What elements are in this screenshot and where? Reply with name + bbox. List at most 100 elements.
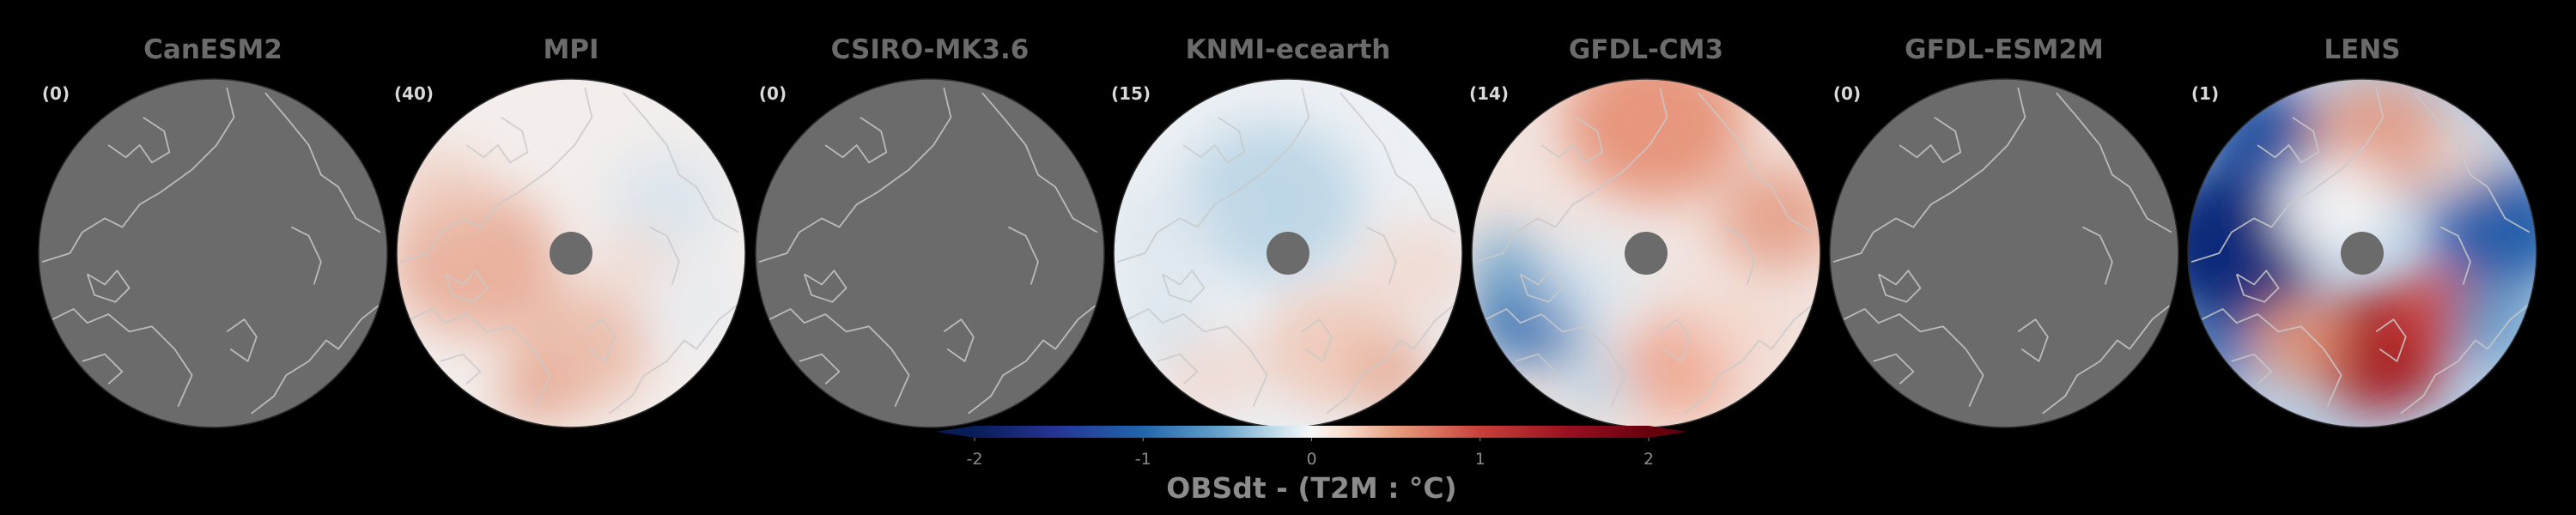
anomaly-field <box>1114 79 1462 427</box>
coastline <box>1474 87 1668 263</box>
coastline <box>1540 116 1604 164</box>
coastline <box>82 353 124 385</box>
ensemble-count-label: (15) <box>1111 83 1151 104</box>
coastlines <box>41 87 381 415</box>
coastline <box>2375 318 2407 362</box>
coastline <box>1157 353 1199 385</box>
coastline <box>1326 305 1455 415</box>
coastline <box>2081 226 2113 285</box>
coastline <box>1301 318 1333 362</box>
coastline <box>1485 308 1626 407</box>
coastline <box>1659 318 1691 362</box>
map-boundary <box>38 78 388 428</box>
coastline <box>86 270 131 303</box>
anomaly-blob <box>2417 122 2499 192</box>
ensemble-count-label: (1) <box>2191 83 2219 104</box>
coastlines <box>1474 87 1814 415</box>
coastline <box>824 116 888 164</box>
coastline <box>465 116 529 164</box>
coastline <box>2235 270 2280 303</box>
coastline <box>2201 308 2342 407</box>
coastline <box>803 270 848 303</box>
coastline <box>1877 270 1922 303</box>
colorbar: -2 -1 0 1 2 OBSdt - (T2M : °C) <box>936 426 1687 505</box>
colorbar-tick-label: -1 <box>1135 450 1151 469</box>
colorbar-extend-high <box>1649 426 1687 438</box>
panel-title: GFDL-ESM2M <box>1905 34 2104 65</box>
map-boundary <box>2187 78 2537 428</box>
no-data-disc <box>39 79 387 427</box>
coastline <box>968 305 1097 415</box>
anomaly-blob <box>1126 288 1206 358</box>
coastline <box>2056 92 2172 233</box>
anomaly-field <box>39 79 387 427</box>
coastline <box>981 92 1098 233</box>
colorbar-tick-label: -2 <box>967 450 983 469</box>
ensemble-count-label: (0) <box>759 83 787 104</box>
coastline <box>2017 318 2049 362</box>
colorbar-tick-label: 1 <box>1475 450 1485 469</box>
coastline <box>226 318 258 362</box>
anomaly-blob <box>1472 227 1547 297</box>
coastline <box>2042 305 2171 415</box>
coastline <box>251 305 380 415</box>
coastline <box>290 226 322 285</box>
panel-title: KNMI-ecearth <box>1186 34 1391 65</box>
colorbar-tick-label: 0 <box>1306 450 1316 469</box>
anomaly-blob <box>1716 166 1820 271</box>
map-panel-lens: LENS (1) <box>2187 34 2537 428</box>
coastline <box>1843 308 1984 407</box>
coastline <box>1340 92 1456 233</box>
ensemble-count-label: (14) <box>1469 83 1509 104</box>
coastline <box>1515 353 1557 385</box>
anomaly-blob <box>2431 166 2537 288</box>
ensemble-count-label: (0) <box>1833 83 1861 104</box>
coastline <box>758 87 952 263</box>
coastline <box>264 92 381 233</box>
panel-title: GFDL-CM3 <box>1569 34 1723 65</box>
coastline <box>1832 87 2026 263</box>
coastlines <box>1832 87 2172 415</box>
coastline <box>41 87 235 263</box>
coastline <box>1116 87 1310 263</box>
anomaly-blob <box>2448 284 2537 361</box>
pole-mask <box>550 232 592 275</box>
coastline <box>1007 226 1039 285</box>
coastline <box>648 226 680 285</box>
coastline <box>440 353 482 385</box>
map-panel-knmi-ecearth: KNMI-ecearth (15) <box>1111 34 1463 428</box>
map-panel-csiro-mk3-6: CSIRO-MK3.6 (0) <box>755 34 1105 428</box>
colorbar-gradient <box>975 426 1649 438</box>
coastline <box>1365 226 1397 285</box>
coastlines <box>758 87 1098 415</box>
no-data-disc <box>1830 79 2178 427</box>
anomaly-blob <box>1692 288 1793 376</box>
coastline <box>1684 305 1813 415</box>
panel-title: CanESM2 <box>143 34 283 65</box>
anomaly-blob <box>397 148 491 236</box>
coastline <box>2414 92 2530 233</box>
anomaly-field <box>1830 79 2178 427</box>
anomaly-blob <box>2251 296 2352 385</box>
ensemble-count-label: (40) <box>394 83 434 104</box>
coastline <box>769 308 910 407</box>
anomaly-field <box>756 79 1104 427</box>
pole-mask <box>2341 232 2384 275</box>
coastline <box>799 353 841 385</box>
coastline <box>1873 353 1915 385</box>
coastlines <box>2190 87 2530 415</box>
panel-title: LENS <box>2324 34 2400 65</box>
anomaly-blob <box>1564 79 1746 202</box>
anomaly-blob <box>592 227 672 297</box>
coastline <box>1899 116 1962 164</box>
map-panel-canesm2: CanESM2 (0) <box>38 34 388 428</box>
coastline <box>584 318 616 362</box>
anomaly-blob <box>495 357 577 427</box>
coastline <box>1519 270 1564 303</box>
map-boundary <box>755 78 1105 428</box>
map-boundary <box>396 78 746 428</box>
panel-title: MPI <box>543 34 598 65</box>
coastline <box>399 87 593 263</box>
coastline <box>2439 226 2471 285</box>
coastline <box>2231 353 2273 385</box>
